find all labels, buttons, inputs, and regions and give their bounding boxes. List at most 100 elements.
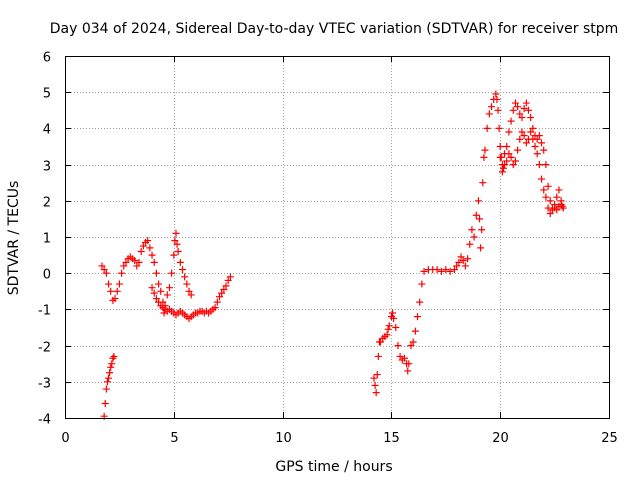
y-tick-label: 4 — [43, 123, 51, 138]
data-point — [226, 273, 234, 281]
data-point — [187, 291, 195, 299]
grid — [65, 56, 609, 418]
data-point — [160, 309, 168, 317]
data-point — [120, 262, 128, 270]
y-tick-label: -2 — [38, 341, 51, 356]
data-point — [168, 269, 176, 277]
data-point — [535, 161, 543, 169]
data-point — [392, 324, 400, 331]
data-point — [148, 251, 156, 259]
data-point — [122, 258, 130, 266]
data-point — [518, 114, 526, 122]
data-point — [183, 280, 191, 288]
data-point — [131, 257, 139, 265]
data-point — [170, 251, 178, 259]
data-point — [470, 233, 478, 241]
data-point — [100, 266, 108, 274]
chart-title: Day 034 of 2024, Sidereal Day-to-day VTE… — [50, 21, 619, 37]
data-point — [374, 352, 382, 360]
data-point — [101, 400, 109, 408]
data-point — [477, 244, 485, 252]
data-point — [553, 206, 561, 214]
data-point — [102, 385, 110, 393]
data-point — [215, 293, 223, 301]
data-point — [496, 143, 504, 150]
data-point — [176, 258, 184, 266]
data-point — [542, 193, 550, 201]
data-point — [106, 369, 114, 377]
data-point — [404, 367, 412, 375]
data-point — [466, 240, 474, 248]
data-point — [538, 139, 546, 147]
data-point — [385, 322, 393, 330]
data-point — [181, 273, 189, 281]
data-point — [108, 360, 116, 368]
x-axis-title: GPS time / hours — [275, 459, 392, 475]
data-point — [499, 164, 507, 172]
data-point — [507, 153, 515, 161]
data-point — [546, 209, 554, 217]
tick-labels: 0 5 10 15 20 25 -4 -3 -2 -1 0 1 2 3 4 5 6 — [38, 51, 618, 447]
data-point — [558, 202, 566, 210]
data-point — [110, 352, 118, 360]
data-point — [514, 146, 522, 154]
data-point — [511, 157, 519, 165]
data-point — [492, 90, 500, 98]
data-point — [544, 204, 552, 212]
data-point — [533, 150, 541, 158]
data-point — [496, 153, 504, 161]
data-point — [420, 267, 428, 275]
data-point — [516, 110, 524, 118]
data-point — [109, 354, 117, 362]
data-point — [498, 168, 506, 176]
data-point — [540, 146, 548, 154]
x-tick-label: 15 — [383, 431, 400, 446]
data-point — [222, 282, 230, 290]
data-point — [509, 161, 517, 169]
y-tick-label: -3 — [38, 377, 51, 392]
data-point — [531, 143, 539, 150]
data-points — [98, 90, 567, 420]
data-point — [507, 117, 515, 125]
data-point — [185, 287, 193, 295]
data-point — [150, 289, 158, 297]
data-point — [115, 280, 123, 288]
data-point — [414, 313, 422, 321]
data-point — [468, 226, 476, 234]
data-point — [516, 135, 524, 143]
data-point — [157, 287, 165, 295]
data-point — [474, 197, 482, 205]
data-point — [538, 175, 546, 183]
data-point — [144, 237, 152, 245]
data-point — [503, 157, 511, 165]
data-point — [103, 378, 111, 386]
data-point — [370, 374, 378, 382]
data-point — [150, 258, 158, 266]
y-tick-label: 1 — [43, 232, 51, 247]
data-point — [152, 295, 160, 303]
data-point — [146, 244, 154, 252]
data-point — [457, 253, 465, 261]
data-point — [451, 266, 459, 274]
data-point — [135, 258, 143, 266]
data-point — [113, 287, 121, 295]
x-tick-label: 20 — [492, 431, 509, 446]
data-point — [396, 352, 404, 360]
data-point — [476, 215, 484, 223]
data-point — [155, 298, 163, 306]
y-axis-title: SDTVAR / TECUs — [6, 181, 22, 296]
data-point — [405, 360, 413, 368]
data-point — [400, 354, 408, 362]
data-point — [118, 269, 126, 277]
data-point — [407, 342, 415, 350]
data-point — [540, 186, 548, 194]
data-point — [433, 266, 441, 274]
data-point — [480, 153, 488, 161]
data-point — [437, 267, 445, 275]
data-point — [542, 161, 550, 169]
data-point — [453, 262, 461, 270]
data-point — [105, 280, 113, 288]
data-point — [529, 135, 537, 143]
data-point — [520, 132, 528, 140]
